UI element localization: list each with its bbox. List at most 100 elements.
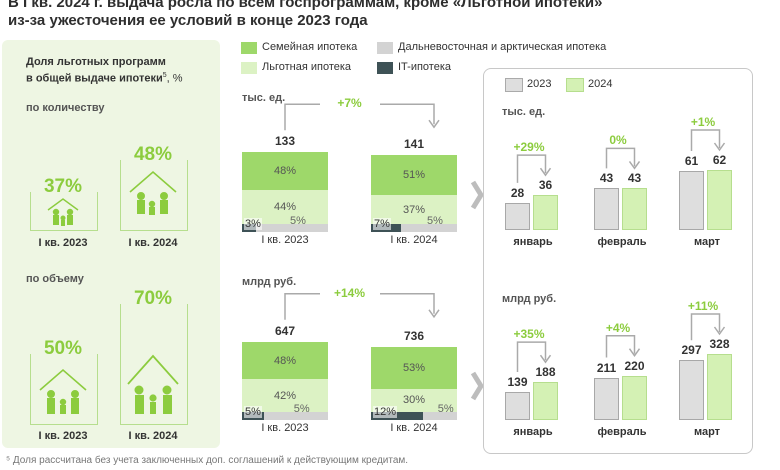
share-count-2024: 48% — [133, 144, 173, 165]
growth-label: +14% — [319, 285, 380, 300]
footnote-mark: 5 — [162, 72, 167, 79]
monthly-value-2024: 43 — [627, 171, 642, 186]
monthly-value-2023: 43 — [599, 171, 614, 186]
stacked-segment-family: 51% — [371, 155, 457, 196]
chevron-right-icon — [470, 371, 484, 401]
stacked-label-it: 12% — [373, 406, 398, 418]
legend-2024: 2024 — [588, 78, 613, 90]
monthly-category-label: январь — [513, 236, 553, 248]
monthly-bar-2024 — [622, 375, 647, 420]
volume-label: по объему — [26, 273, 84, 285]
chevron-right-icon — [470, 180, 484, 210]
share-count-2023-label: I кв. 2023 — [38, 237, 88, 249]
stacked-label-fareast: 5% — [437, 403, 454, 415]
share-volume-2024-label: I кв. 2024 — [128, 430, 178, 442]
stacked-category-label: I кв. 2023 — [261, 422, 309, 434]
share-volume-2023: 50% — [43, 338, 83, 359]
monthly-bar-2024 — [533, 382, 558, 420]
share-box-count-2023 — [30, 192, 98, 231]
legend-fareast: Дальневосточная и арктическая ипотека — [398, 41, 607, 53]
legend-swatch-family — [241, 42, 257, 54]
left-panel — [2, 40, 220, 448]
arrow-down-icon — [428, 309, 440, 319]
share-box-volume-2023 — [30, 354, 98, 425]
monthly-growth-label: +29% — [513, 140, 545, 155]
monthly-bar-2023 — [679, 170, 704, 230]
unit-volume-right: млрд руб. — [502, 293, 557, 305]
stacked-label-fareast: 5% — [427, 215, 443, 227]
footnote: ⁵ Доля рассчитана без учета заключенных … — [6, 455, 409, 466]
monthly-value-2024: 220 — [624, 358, 645, 373]
monthly-value-2024: 188 — [535, 365, 556, 380]
share-count-2024-label: I кв. 2024 — [128, 237, 178, 249]
monthly-bar-2023 — [594, 377, 619, 420]
monthly-value-2024: 328 — [709, 337, 730, 351]
page-title: В I кв. 2024 г. выдача росла по всем гос… — [8, 0, 602, 30]
monthly-category-label: март — [693, 426, 721, 438]
stacked-label-it: 3% — [244, 218, 262, 230]
monthly-bar-2024 — [707, 170, 732, 230]
stacked-segment-fareast — [263, 412, 328, 420]
monthly-value-2023: 139 — [507, 375, 528, 390]
monthly-bar-2024 — [533, 195, 558, 230]
monthly-growth-label: +35% — [513, 327, 545, 342]
monthly-category-label: январь — [513, 426, 553, 438]
monthly-bar-2024 — [622, 188, 647, 230]
stacked-category-label: I кв. 2024 — [390, 234, 438, 246]
stacked-label-it: 5% — [244, 406, 262, 418]
share-count-2023: 37% — [43, 176, 83, 197]
legend-swatch-2024 — [566, 78, 584, 92]
stacked-label-fareast: 5% — [293, 403, 310, 415]
unit-count-right: тыс. ед. — [502, 106, 546, 118]
unit-volume-middle: млрд руб. — [242, 276, 297, 288]
stacked-label-it: 7% — [373, 218, 391, 230]
legend-swatch-it — [377, 62, 393, 74]
unit-count-middle: тыс. ед. — [242, 92, 286, 104]
stacked-segment-fareast — [401, 224, 457, 232]
left-panel-title-line-1: Доля льготных программ — [26, 56, 166, 68]
left-panel-title: Доля льготных программ в общей выдаче ип… — [26, 55, 183, 86]
monthly-value-2023: 297 — [681, 343, 702, 358]
arrow-down-icon — [428, 119, 440, 129]
legend-family: Семейная ипотека — [262, 41, 358, 53]
monthly-value-2023: 28 — [510, 185, 525, 200]
monthly-bar-2023 — [679, 360, 704, 420]
stacked-label-fareast: 5% — [290, 215, 306, 227]
share-volume-2024: 70% — [133, 288, 173, 309]
left-panel-title-unit: , % — [166, 72, 183, 85]
stacked-total: 133 — [274, 134, 296, 149]
legend-swatch-fareast — [377, 42, 393, 54]
monthly-bar-2023 — [505, 202, 530, 230]
stacked-segment-fareast — [256, 224, 328, 232]
stacked-category-label: I кв. 2024 — [390, 422, 438, 434]
stacked-segment-family: 53% — [371, 347, 457, 389]
legend-preferential: Льготная ипотека — [262, 61, 352, 73]
share-box-count-2024 — [120, 160, 188, 231]
monthly-bar-2024 — [707, 354, 732, 420]
monthly-growth-label: +11% — [687, 299, 719, 313]
monthly-value-2023: 211 — [596, 360, 617, 375]
legend-it: IT-ипотека — [398, 61, 452, 73]
stacked-segment-fareast — [422, 412, 457, 420]
stacked-total: 141 — [403, 137, 425, 152]
left-panel-title-line-2: в общей выдаче ипотеки — [26, 72, 163, 85]
monthly-category-label: февраль — [597, 426, 647, 438]
share-volume-2023-label: I кв. 2023 — [38, 430, 88, 442]
share-box-volume-2024 — [120, 304, 188, 425]
legend-2023: 2023 — [527, 78, 552, 90]
legend-swatch-preferential — [241, 62, 257, 74]
monthly-value-2024: 36 — [538, 178, 553, 193]
stacked-total: 647 — [274, 323, 296, 338]
stacked-total: 736 — [403, 329, 425, 344]
growth-label: +7% — [319, 96, 380, 111]
monthly-growth-label: 0% — [609, 133, 627, 148]
monthly-category-label: март — [693, 236, 721, 248]
title-line-2: из-за ужесточения ее условий в конце 202… — [8, 12, 368, 29]
legend-swatch-2023 — [505, 78, 523, 92]
monthly-category-label: февраль — [597, 236, 647, 248]
monthly-growth-label: +4% — [605, 320, 631, 335]
monthly-bar-2023 — [594, 188, 619, 230]
monthly-growth-label: +1% — [690, 115, 716, 129]
monthly-value-2023: 61 — [684, 153, 699, 168]
stacked-segment-family: 48% — [242, 152, 328, 190]
